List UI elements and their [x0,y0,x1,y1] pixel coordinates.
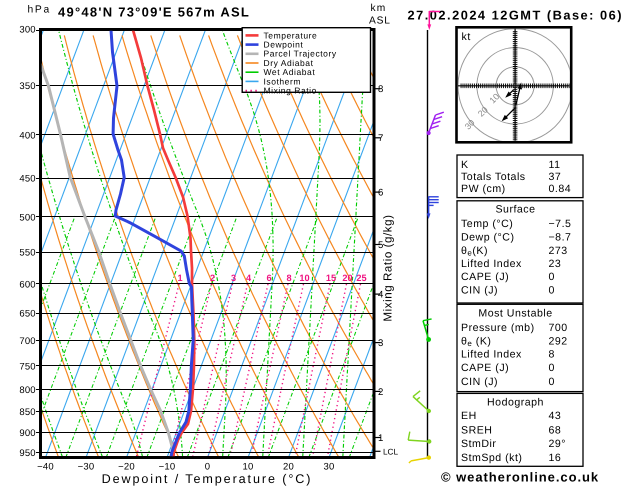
svg-text:6: 6 [378,188,383,199]
svg-text:PW (cm): PW (cm) [461,183,506,195]
svg-text:θe (K): θe (K) [461,336,491,349]
svg-text:−40: −40 [37,462,54,473]
svg-text:0: 0 [549,362,555,374]
svg-text:Dewpoint: Dewpoint [264,40,304,50]
svg-text:10: 10 [243,462,254,473]
svg-text:−20: −20 [118,462,135,473]
svg-text:3: 3 [231,273,236,283]
svg-text:700: 700 [549,322,568,334]
svg-text:2: 2 [378,387,383,398]
svg-text:Dewp (°C): Dewp (°C) [461,231,514,243]
svg-text:900: 900 [19,428,35,439]
svg-text:25: 25 [356,273,366,283]
svg-text:CIN (J): CIN (J) [461,284,498,296]
svg-text:0.84: 0.84 [549,183,572,195]
svg-text:11: 11 [549,159,561,171]
svg-text:850: 850 [19,407,35,418]
svg-text:−30: −30 [78,462,95,473]
svg-text:700: 700 [19,336,35,347]
svg-text:Totals Totals: Totals Totals [461,171,526,183]
svg-text:550: 550 [19,247,35,258]
svg-text:Temp (°C): Temp (°C) [461,218,513,230]
svg-text:EH: EH [461,410,477,422]
svg-text:450: 450 [19,174,35,185]
svg-text:8: 8 [549,349,555,361]
svg-text:4: 4 [246,273,252,283]
svg-text:SREH: SREH [461,424,492,436]
svg-text:km: km [371,3,387,14]
svg-text:6: 6 [266,273,271,283]
svg-text:500: 500 [19,212,35,223]
svg-text:K: K [461,159,469,171]
svg-text:θe(K): θe(K) [461,245,488,257]
svg-text:Lifted Index: Lifted Index [461,258,522,270]
svg-text:273: 273 [549,245,568,257]
svg-text:29°: 29° [549,438,567,450]
svg-text:−10: −10 [159,462,176,473]
svg-text:Temperature: Temperature [264,30,318,40]
svg-text:Dry Adiabat: Dry Adiabat [264,58,314,68]
svg-text:Surface: Surface [495,204,535,216]
svg-text:StmDir: StmDir [461,438,496,450]
svg-text:950: 950 [19,448,35,459]
svg-text:Hodograph: Hodograph [487,397,544,409]
svg-text:0: 0 [549,284,555,296]
svg-text:68: 68 [549,424,562,436]
svg-text:800: 800 [19,385,35,396]
svg-text:20: 20 [283,462,294,473]
svg-text:0: 0 [549,271,555,283]
svg-text:600: 600 [19,279,35,290]
svg-text:8: 8 [286,273,291,283]
svg-text:StmSpd (kt): StmSpd (kt) [461,452,522,464]
svg-text:650: 650 [19,309,35,320]
svg-text:Dewpoint / Temperature (°C): Dewpoint / Temperature (°C) [102,472,313,486]
svg-text:10: 10 [299,273,309,283]
svg-text:Lifted Index: Lifted Index [461,349,522,361]
svg-text:27.02.2024 12GMT (Base: 06): 27.02.2024 12GMT (Base: 06) [408,8,624,23]
svg-text:7: 7 [378,133,383,144]
svg-text:400: 400 [19,130,35,141]
svg-text:3: 3 [378,338,383,349]
svg-text:Parcel Trajectory: Parcel Trajectory [264,49,337,59]
svg-text:16: 16 [549,452,562,464]
svg-text:Most Unstable: Most Unstable [478,307,552,319]
svg-text:20: 20 [342,273,352,283]
svg-text:49°48'N 73°09'E 567m ASL: 49°48'N 73°09'E 567m ASL [58,5,250,20]
svg-text:© weatheronline.co.uk: © weatheronline.co.uk [441,470,599,485]
svg-text:LCL: LCL [383,448,398,457]
svg-text:Pressure (mb): Pressure (mb) [461,322,535,334]
svg-text:2: 2 [210,273,215,283]
svg-text:23: 23 [549,258,562,270]
svg-text:43: 43 [549,410,562,422]
svg-text:8: 8 [378,84,383,95]
svg-text:750: 750 [19,361,35,372]
svg-text:kt: kt [462,31,471,43]
svg-text:292: 292 [549,336,568,348]
svg-text:5: 5 [378,240,383,251]
svg-text:CIN (J): CIN (J) [461,376,498,388]
svg-text:Wet Adiabat: Wet Adiabat [264,67,316,77]
svg-text:hPa: hPa [28,5,51,16]
svg-text:Mixing Ratio (g/kg): Mixing Ratio (g/kg) [382,214,395,321]
svg-text:CAPE (J): CAPE (J) [461,362,509,374]
svg-text:1: 1 [378,433,383,444]
svg-text:Mixing Ratio: Mixing Ratio [264,86,317,96]
svg-text:−7.5: −7.5 [549,218,572,230]
svg-text:ASL: ASL [369,16,391,27]
svg-text:37: 37 [549,171,562,183]
svg-text:Isotherm: Isotherm [264,76,301,86]
svg-text:0: 0 [549,376,555,388]
svg-text:1: 1 [177,273,182,283]
svg-text:300: 300 [19,25,35,36]
svg-text:350: 350 [19,81,35,92]
svg-text:0: 0 [205,462,210,473]
svg-text:CAPE (J): CAPE (J) [461,271,509,283]
svg-text:30: 30 [324,462,335,473]
svg-text:−8.7: −8.7 [549,231,572,243]
svg-text:4: 4 [378,290,384,301]
svg-text:15: 15 [326,273,336,283]
